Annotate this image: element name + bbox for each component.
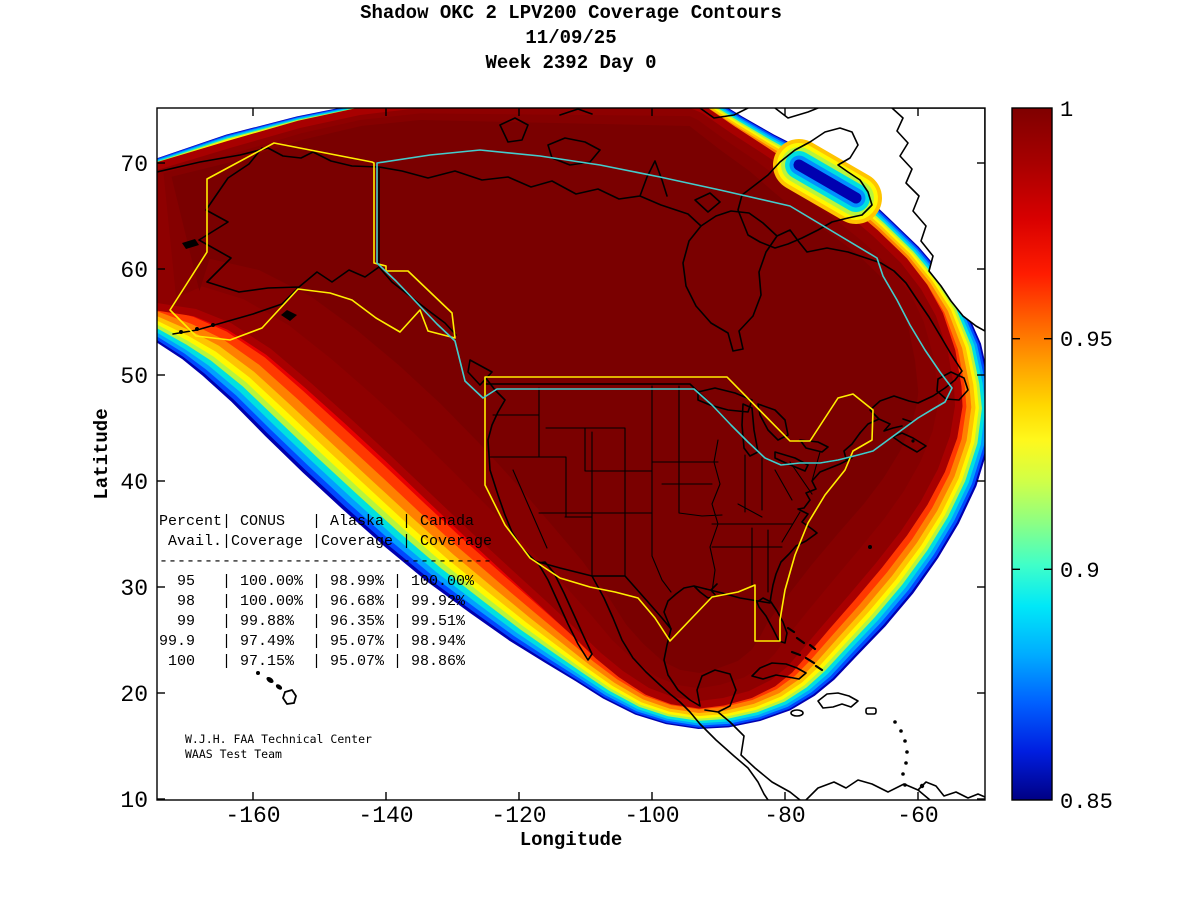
arctic-mainland-coastline [378,160,702,227]
plot-frame [156,107,986,801]
mexico-central-america-coastline [591,575,801,800]
bermuda-island [868,545,872,549]
aleutian-island [195,327,199,331]
bahamas-islands [786,626,824,672]
y-tick-label: 70 [120,152,148,178]
arctic-islands-coastline [499,108,819,213]
x-tick-label: -60 [897,803,938,829]
hawaii-islands [256,671,297,705]
credit-block: W.J.H. FAA Technical Center WAAS Test Te… [185,732,372,762]
davis-strait-low-coverage-wedge [793,159,862,204]
colorbar-tick-label: 1 [1060,98,1073,123]
great-lakes-coastline [697,387,829,472]
y-tick-label: 30 [120,576,148,602]
y-axis-label: Latitude [91,408,113,499]
aleutian-island [179,330,183,334]
labrador-coastline [776,229,963,434]
geography-layer [157,108,985,800]
colorbar-tick-label: 0.95 [1060,328,1113,353]
south-america-coastline [805,779,985,800]
y-tick-label: 20 [120,682,148,708]
aleutian-island [211,323,215,327]
axis-ticks [157,108,985,800]
credit-line-1: W.J.H. FAA Technical Center [185,732,372,746]
florida-coastline [756,597,788,644]
colorbar-ticks [1012,338,1052,570]
jamaica-island [790,709,804,717]
chart-date: 11/09/25 [525,27,617,49]
hudson-bay-coastline [682,210,778,352]
colorbar-labels: 1 0.95 0.9 0.85 [1060,98,1113,815]
chart-week-day: Week 2392 Day 0 [485,52,657,74]
credit-line-2: WAAS Test Team [185,747,282,761]
x-tick-label: -160 [225,803,280,829]
axis-tick-labels: -160 -140 -120 -100 -80 -60 70 60 50 40 30 20 10 [120,152,938,829]
y-tick-label: 60 [120,258,148,284]
conus-service-volume-boundary [484,376,874,642]
chart-title: Shadow OKC 2 LPV200 Coverage Contours [360,2,782,24]
colorbar [1012,108,1052,800]
greenland-coastline [891,108,985,332]
colorbar-tick-label: 0.85 [1060,790,1113,815]
alaska-coastline [157,147,457,336]
alaska-islands [182,239,297,321]
west-coastline [467,359,536,562]
mexico-border [534,560,672,630]
baja-coastline [537,561,593,661]
east-coastline [705,432,861,604]
x-axis-label: Longitude [520,829,623,851]
puerto-rico-island [865,707,877,715]
coverage-core-center [171,120,919,673]
canada-service-volume-boundary [376,149,953,466]
y-tick-label: 40 [120,470,148,496]
title-block: Shadow OKC 2 LPV200 Coverage Contours 11… [157,1,985,76]
x-tick-label: -140 [358,803,413,829]
x-tick-label: -120 [491,803,546,829]
sable-island [911,439,915,443]
map-area [157,108,985,800]
alaska-service-volume-boundary [169,142,456,341]
y-tick-label: 50 [120,364,148,390]
state-borders [489,385,821,593]
colorbar-tick-label: 0.9 [1060,559,1100,584]
lesser-antilles-islands [893,720,925,789]
x-tick-label: -100 [624,803,679,829]
coverage-statistics-table: Percent| CONUS | Alaska | Canada Avail.|… [159,513,493,670]
newfoundland-coastline [936,371,969,401]
hispaniola-coastline [817,692,859,709]
y-tick-label: 10 [120,788,148,814]
baffin-island-coastline [737,127,873,249]
nova-scotia-coastline [892,418,927,453]
cuba-coastline [751,662,807,680]
x-tick-label: -80 [764,803,805,829]
colorbar-frame [1011,107,1053,801]
